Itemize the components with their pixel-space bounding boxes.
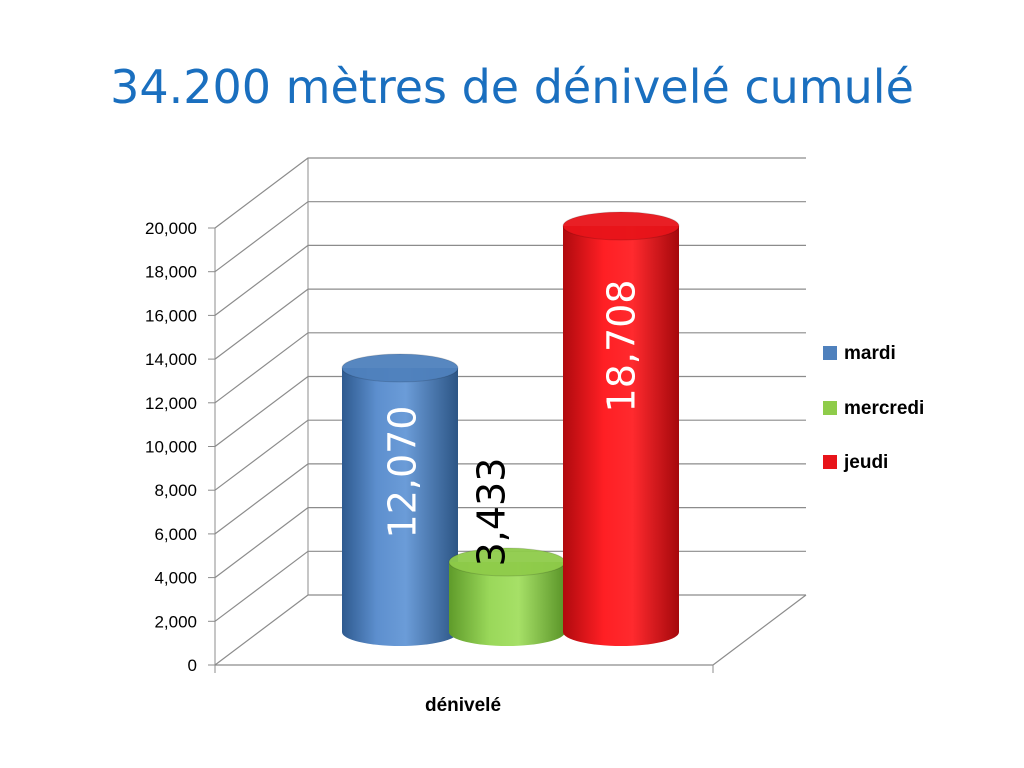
bars <box>341 211 680 646</box>
y-tick-label: 12,000 <box>145 394 197 413</box>
y-tick-label: 0 <box>188 656 197 675</box>
y-tick-label: 18,000 <box>145 263 197 282</box>
category-label: dénivelé <box>425 695 501 716</box>
bar-jeudi <box>562 211 680 646</box>
data-label-jeudi: 18,708 <box>600 280 644 413</box>
legend-swatch-jeudi <box>823 455 837 469</box>
y-tick-label: 2,000 <box>154 612 197 631</box>
y-tick-label: 8,000 <box>154 481 197 500</box>
legend-label-jeudi: jeudi <box>843 452 888 473</box>
legend: mardi mercredi jeudi <box>823 343 924 473</box>
bar-body <box>563 226 679 646</box>
data-label-mardi: 12,070 <box>381 406 425 539</box>
y-axis: 0 2,000 4,000 6,000 8,000 10,000 12,000 14,000 1… <box>145 219 215 675</box>
bar-top <box>562 211 680 241</box>
bar-mardi <box>341 353 459 646</box>
data-labels: 12,070 3,433 18,708 <box>381 280 644 567</box>
gridline <box>214 332 806 404</box>
bar-body <box>342 368 458 646</box>
bar-top <box>341 353 459 383</box>
y-tick-label: 20,000 <box>145 219 197 238</box>
legend-swatch-mercredi <box>823 401 837 415</box>
gridline <box>214 288 806 360</box>
bar-mercredi <box>448 547 566 646</box>
slide-title: 34.200 mètres de dénivelé cumulé <box>110 60 914 114</box>
legend-label-mardi: mardi <box>844 343 896 364</box>
data-label-mercredi: 3,433 <box>470 458 514 567</box>
gridline <box>214 201 806 273</box>
gridline <box>214 244 806 316</box>
bar-body <box>449 562 565 646</box>
y-tick-label: 10,000 <box>145 438 197 457</box>
legend-label-mercredi: mercredi <box>844 398 924 419</box>
y-tick-label: 16,000 <box>145 306 197 325</box>
gridline <box>214 375 806 447</box>
y-tick-label: 4,000 <box>154 569 197 588</box>
legend-swatch-mardi <box>823 346 837 360</box>
gridline <box>214 157 806 229</box>
y-tick-label: 6,000 <box>154 525 197 544</box>
y-tick-label: 14,000 <box>145 350 197 369</box>
